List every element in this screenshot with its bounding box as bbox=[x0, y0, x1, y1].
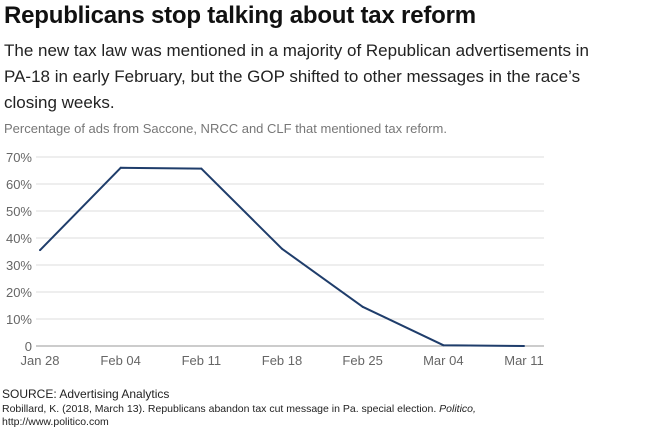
data-point bbox=[361, 305, 364, 308]
citation-url: http://www.politico.com bbox=[2, 416, 109, 428]
source-line: SOURCE: Advertising Analytics bbox=[2, 387, 170, 401]
y-tick-label: 30% bbox=[6, 258, 32, 273]
x-tick-label: Feb 04 bbox=[100, 353, 140, 368]
data-point bbox=[523, 345, 525, 347]
y-tick-label: 60% bbox=[6, 177, 32, 192]
data-point bbox=[281, 247, 283, 250]
y-axis-labels: 0 10% 20% 30% 40% 50% 60% 70% bbox=[6, 150, 32, 354]
x-axis-labels: Jan 28 Feb 04 Feb 11 Feb 18 Feb 25 Mar 04 Mar … bbox=[20, 353, 543, 368]
series-points bbox=[39, 166, 525, 347]
x-tick-label: Feb 25 bbox=[342, 353, 382, 368]
chart-title: Republicans stop talking about tax refor… bbox=[4, 2, 476, 29]
y-tick-label: 20% bbox=[6, 285, 32, 300]
y-tick-label: 40% bbox=[6, 231, 32, 246]
x-tick-label: Feb 18 bbox=[262, 353, 302, 368]
citation-text: Robillard, K. (2018, March 13). Republic… bbox=[2, 403, 437, 415]
x-tick-label: Feb 11 bbox=[182, 353, 222, 368]
y-tick-label: 0 bbox=[25, 339, 32, 354]
y-tick-label: 70% bbox=[6, 150, 32, 165]
citation: Robillard, K. (2018, March 13). Republic… bbox=[2, 403, 482, 429]
y-tick-label: 50% bbox=[6, 204, 32, 219]
citation-publication: Politico, bbox=[439, 403, 476, 415]
chart-subtitle: The new tax law was mentioned in a major… bbox=[4, 41, 589, 112]
x-tick-label: Mar 11 bbox=[504, 353, 544, 368]
line-chart: 0 10% 20% 30% 40% 50% 60% 70% Jan 28 Feb 04 Feb 1… bbox=[6, 150, 544, 368]
data-point bbox=[442, 344, 445, 347]
y-tick-label: 10% bbox=[6, 312, 32, 327]
chart-note: Percentage of ads from Saccone, NRCC and… bbox=[4, 121, 447, 136]
data-point bbox=[119, 166, 122, 169]
data-point bbox=[200, 167, 203, 170]
x-tick-label: Mar 04 bbox=[423, 353, 463, 368]
data-point bbox=[39, 249, 41, 252]
x-tick-label: Jan 28 bbox=[20, 353, 59, 368]
gridlines bbox=[36, 156, 544, 347]
